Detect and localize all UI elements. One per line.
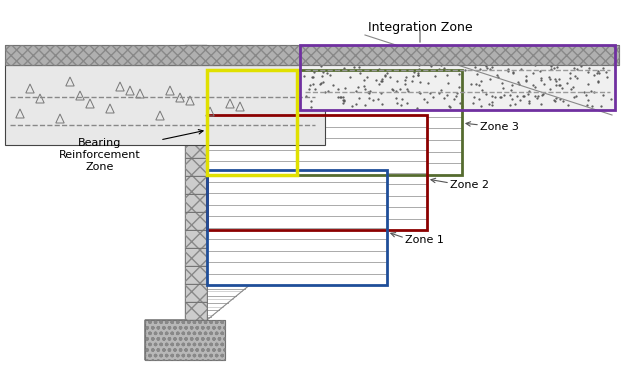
Bar: [185, 158, 207, 176]
Bar: [185, 68, 207, 86]
Bar: [300, 45, 615, 110]
Bar: [185, 50, 207, 68]
Bar: [207, 115, 427, 230]
Bar: [185, 45, 207, 50]
Text: Bearing
Reinforcement
Zone: Bearing Reinforcement Zone: [59, 138, 141, 172]
Bar: [185, 194, 207, 212]
Bar: [185, 50, 207, 68]
Bar: [185, 266, 207, 284]
Bar: [185, 176, 207, 194]
Bar: [185, 158, 207, 176]
Bar: [185, 248, 207, 266]
Text: Zone 3: Zone 3: [480, 122, 519, 132]
Bar: [207, 115, 427, 230]
Bar: [185, 122, 207, 140]
Polygon shape: [145, 320, 207, 360]
Bar: [145, 320, 225, 360]
Text: Integration Zone: Integration Zone: [368, 21, 472, 33]
Bar: [185, 140, 207, 158]
Bar: [207, 170, 387, 285]
Bar: [185, 302, 207, 320]
Bar: [185, 284, 207, 302]
Bar: [185, 104, 207, 122]
Text: Zone 1: Zone 1: [405, 235, 444, 245]
Bar: [185, 284, 207, 302]
Bar: [207, 170, 387, 285]
Bar: [300, 45, 615, 110]
Bar: [185, 140, 207, 158]
Bar: [5, 65, 325, 145]
Bar: [185, 212, 207, 230]
Bar: [185, 302, 207, 320]
Bar: [5, 45, 619, 65]
Bar: [185, 212, 207, 230]
Bar: [185, 176, 207, 194]
Bar: [185, 230, 207, 248]
Bar: [185, 230, 207, 248]
Bar: [185, 122, 207, 140]
Text: Zone 2: Zone 2: [450, 180, 489, 190]
Bar: [185, 194, 207, 212]
Bar: [185, 266, 207, 284]
Bar: [185, 86, 207, 104]
Bar: [207, 70, 462, 175]
Bar: [185, 104, 207, 122]
Bar: [185, 68, 207, 86]
Bar: [185, 248, 207, 266]
Bar: [207, 70, 297, 175]
Bar: [207, 70, 462, 175]
Bar: [145, 320, 225, 360]
Bar: [5, 45, 619, 65]
Bar: [185, 45, 207, 50]
Bar: [185, 86, 207, 104]
